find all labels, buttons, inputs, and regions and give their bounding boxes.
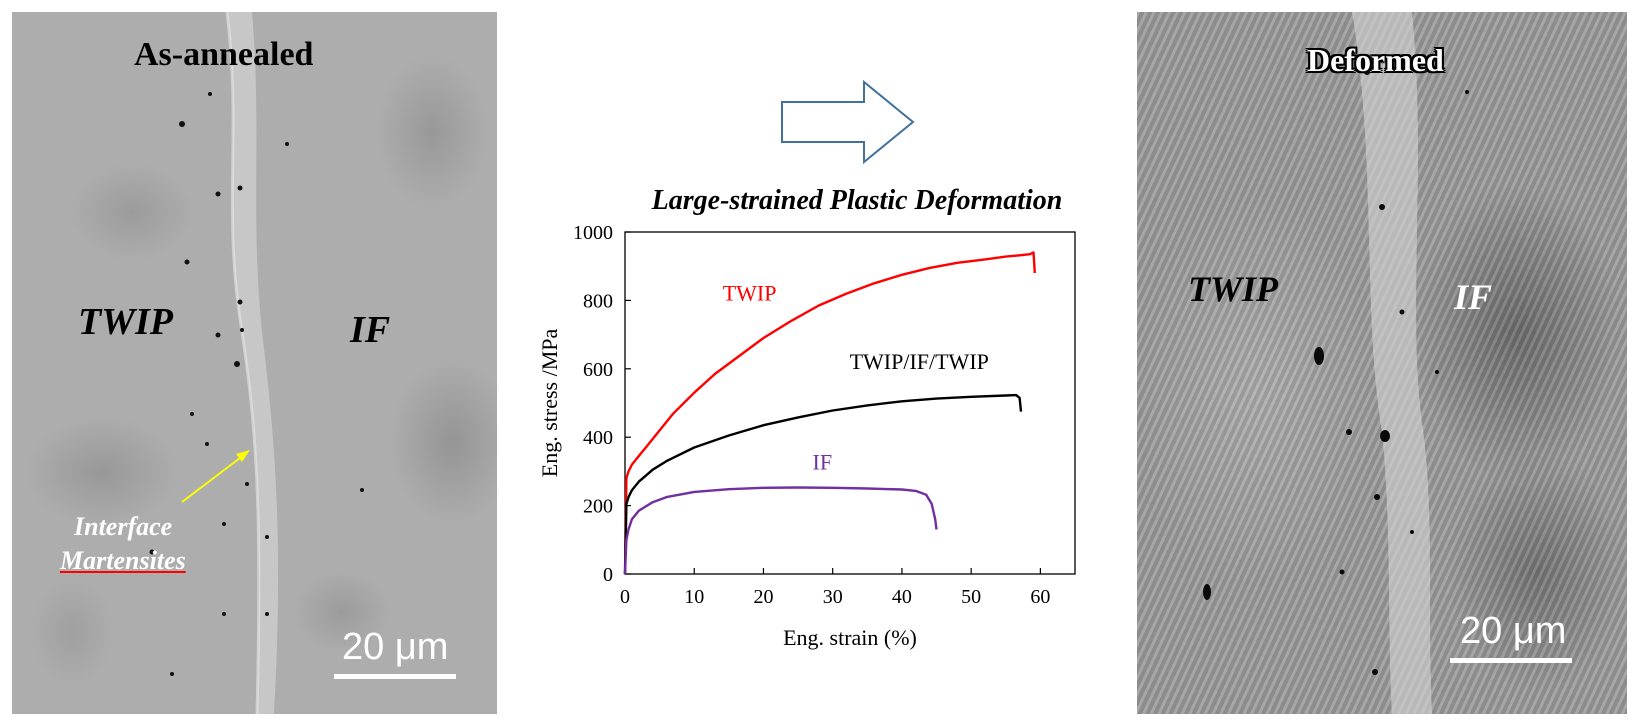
series-line-twip-if-twip — [623, 393, 1023, 575]
x-tick-label-2: 20 — [753, 586, 773, 608]
series-label-1: TWIP/IF/TWIP — [850, 349, 989, 374]
series-line-if — [623, 486, 938, 575]
y-tick-label-0: 0 — [603, 564, 613, 586]
annotation-interface: Interface — [74, 512, 173, 541]
y-tick-label-4: 800 — [583, 290, 613, 312]
y-tick-label-2: 400 — [583, 427, 613, 449]
plot-frame — [624, 231, 1076, 575]
x-tick-label-1: 10 — [684, 586, 704, 608]
y-axis: 0 200 400 600 800 1000 — [573, 222, 631, 586]
y-tick-label-5: 1000 — [573, 222, 613, 244]
series-label-0: TWIP — [723, 280, 777, 305]
scale-label-left: 20 μm — [342, 626, 449, 668]
voids — [1203, 69, 1469, 675]
as-annealed-title: As-annealed — [134, 36, 314, 73]
arrow-shape — [781, 80, 915, 165]
series-label-2: IF — [813, 450, 833, 475]
series-group: TWIP TWIP/IF/TWIP IF — [623, 251, 1036, 575]
x-tick-label-0: 0 — [620, 586, 630, 608]
scale-bar-left — [334, 674, 456, 679]
interface-arrow — [181, 450, 250, 503]
micrograph-texture — [1203, 12, 1469, 714]
x-tick-label-6: 60 — [1030, 586, 1050, 608]
x-tick-label-5: 50 — [961, 586, 981, 608]
x-axis: 0 10 20 30 40 50 60 — [620, 568, 1050, 608]
y-tick-label-3: 600 — [583, 359, 613, 381]
scale-bar-right — [1450, 658, 1572, 663]
x-tick-label-4: 40 — [892, 586, 912, 608]
as-annealed-micrograph: As-annealed TWIP IF Interface Martensite… — [12, 12, 497, 714]
pores — [149, 92, 364, 676]
annotation-martensites: Martensites — [60, 546, 186, 575]
deformed-title: Deformed — [1307, 42, 1444, 78]
twip-label: TWIP — [78, 301, 173, 343]
interface-band — [1352, 12, 1432, 714]
series-line-twip — [623, 251, 1036, 575]
if-label: IF — [350, 309, 391, 351]
deformed-micrograph: Deformed TWIP IF 20 μm — [1137, 12, 1627, 714]
twip-label-deformed: TWIP — [1188, 269, 1278, 309]
scale-label-right: 20 μm — [1460, 610, 1567, 652]
y-axis-label: Eng. stress /MPa — [537, 329, 562, 478]
stress-strain-chart: Large-strained Plastic Deformation 0 10 20… — [537, 185, 1076, 650]
x-tick-label-3: 30 — [823, 586, 843, 608]
chart-title: Large-strained Plastic Deformation — [651, 185, 1063, 216]
y-tick-label-1: 200 — [583, 496, 613, 518]
if-label-deformed: IF — [1454, 277, 1493, 317]
micrograph-grains — [149, 12, 364, 714]
block-arrow-right — [781, 80, 915, 165]
x-axis-label: Eng. strain (%) — [783, 625, 917, 650]
